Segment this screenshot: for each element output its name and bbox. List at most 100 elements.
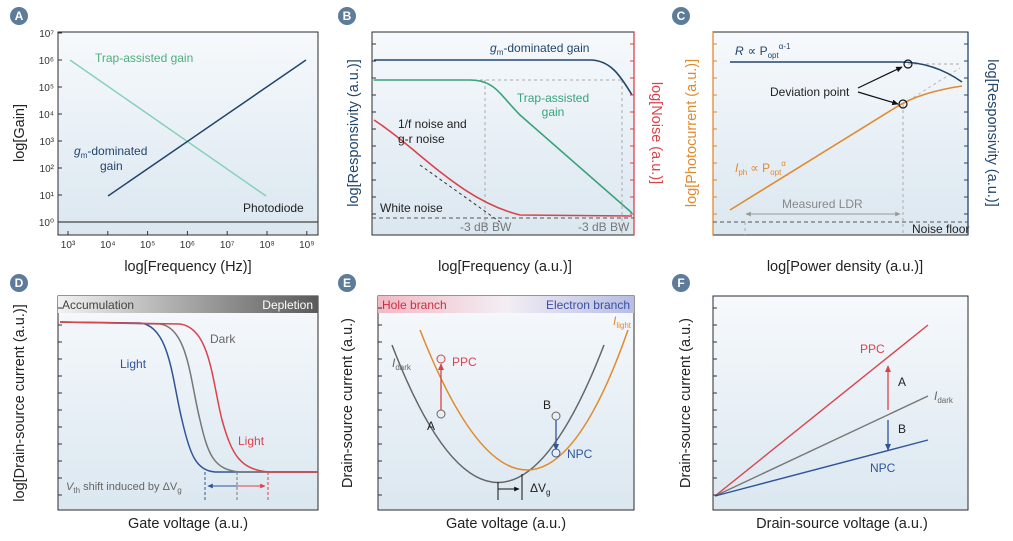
bar-label: Depletion — [262, 298, 313, 312]
noise-curve — [373, 119, 633, 217]
y2-axis-label: log[Responsivity (a.u.)] — [984, 59, 1000, 206]
x-tick-label: 10⁸ — [259, 240, 274, 251]
text: g — [74, 144, 81, 158]
y-tick-label: 10⁰ — [39, 218, 54, 229]
annotation: Idark — [934, 389, 954, 405]
annotation: gm-dominated — [74, 144, 147, 160]
plot-area — [57, 31, 319, 236]
panel-label: B — [343, 9, 352, 23]
panel-badge — [338, 274, 356, 292]
x-axis-label: Gate voltage (a.u.) — [128, 516, 248, 532]
text: g — [490, 41, 497, 55]
light-curve — [59, 321, 318, 473]
annotation: PPC — [860, 342, 885, 356]
point — [551, 448, 561, 458]
annotation: Dark — [210, 332, 236, 346]
panel-f: F PPC A Idark B NPC Drain-source current… — [672, 274, 969, 532]
text: V — [66, 481, 75, 493]
x-axis-label: log[Frequency (Hz)] — [124, 259, 251, 275]
y-tick-label: 10¹ — [40, 191, 55, 202]
panel-d: D Accumulation Depletion Light Dark Ligh… — [10, 274, 319, 532]
annotation: 1/f noise and — [398, 117, 467, 131]
text: R — [735, 44, 744, 58]
x-tick-label: 10⁴ — [100, 240, 115, 251]
arrow — [857, 91, 899, 106]
x-axis-label: Drain-source voltage (a.u.) — [756, 516, 928, 532]
panel-label: C — [677, 9, 686, 23]
plot-area — [57, 295, 319, 511]
annotation: Measured LDR — [782, 197, 863, 211]
annotation: gm-dominated gain — [490, 41, 589, 57]
annotation: NPC — [870, 461, 896, 475]
panel-a: A 10⁰ 10¹ 10² 10³ 10⁴ 10⁵ 10⁶ 10⁷ 10³ 10⁴ 10⁵ 10⁶ 10… — [10, 7, 319, 275]
panel-e: E Hole branch Electron branch Idark Ilig… — [338, 274, 635, 532]
dark-line — [714, 395, 929, 497]
annotation: Trap-assisted gain — [95, 51, 193, 65]
text: th — [73, 486, 80, 495]
point — [551, 411, 561, 421]
ppc-line — [714, 324, 929, 497]
annotation: Light — [120, 357, 147, 371]
annotation: Photodiode — [243, 201, 304, 215]
annotation: gain — [100, 159, 123, 173]
guide — [419, 164, 501, 223]
y-tick-label: 10³ — [40, 137, 55, 148]
annotation: Iph ∝ Poptα — [735, 159, 786, 177]
y-axis-label: log[Drain-source current (a.u.)] — [12, 304, 28, 501]
annotation: Idark — [392, 356, 412, 372]
panel-label: E — [343, 276, 351, 290]
point — [436, 354, 446, 364]
trap-line — [69, 59, 267, 197]
x-axis-label: log[Power density (a.u.)] — [767, 259, 923, 275]
annotation: Deviation point — [770, 85, 850, 99]
x-axis-label: log[Frequency (a.u.)] — [438, 259, 572, 275]
panel-label: D — [15, 276, 24, 290]
x-tick-label: 10⁶ — [180, 240, 195, 251]
annotation: B — [898, 422, 906, 436]
responsivity-curve — [730, 61, 963, 83]
photocurrent-curve — [729, 85, 963, 211]
annotation: Light — [238, 434, 265, 448]
y-tick-label: 10⁷ — [39, 29, 54, 40]
light-curve — [59, 321, 318, 473]
text: -dominated — [87, 144, 147, 158]
annotation: White noise — [380, 201, 443, 215]
text: -dominated gain — [503, 41, 589, 55]
y-axis-label: Drain-source current (a.u.) — [678, 318, 694, 488]
annotation: gain — [542, 105, 565, 119]
text: dark — [395, 363, 412, 372]
annotation: NPC — [567, 447, 593, 461]
regime-bar — [58, 296, 318, 313]
panel-label: F — [677, 276, 684, 290]
annotation: PPC — [452, 355, 477, 369]
gm-curve — [374, 59, 633, 96]
deviation-marker — [898, 99, 908, 109]
bar-label: Accumulation — [62, 298, 134, 312]
annotation: ΔVg — [530, 481, 550, 497]
text: dark — [937, 396, 954, 405]
gm-line — [107, 59, 307, 197]
text: I — [613, 314, 617, 328]
panel-b: B gm-dominated gain Trap-assisted gain 1… — [338, 7, 664, 275]
text: I — [392, 356, 396, 370]
plot-area — [377, 295, 635, 511]
y2-axis-label: log[Noise (a.u.)] — [648, 82, 664, 184]
text: m — [497, 48, 504, 57]
x-tick-label: 10⁷ — [220, 240, 235, 251]
annotation: g-r noise — [398, 132, 445, 146]
text: ∝ P — [750, 161, 770, 175]
bar-label: Electron branch — [546, 298, 630, 312]
text: opt — [770, 168, 782, 177]
y-tick-label: 10² — [40, 164, 55, 175]
text: α — [781, 159, 786, 168]
text: shift induced by ΔV — [80, 481, 178, 493]
text: g — [546, 488, 550, 497]
y-tick-label: 10⁶ — [39, 56, 54, 67]
y-tick-label: 10⁵ — [39, 83, 54, 94]
annotation: A — [427, 419, 435, 433]
text: ∝ P — [748, 44, 768, 58]
dark-curve — [59, 321, 318, 473]
annotation: Ilight — [613, 314, 632, 330]
text: α-1 — [779, 42, 791, 51]
